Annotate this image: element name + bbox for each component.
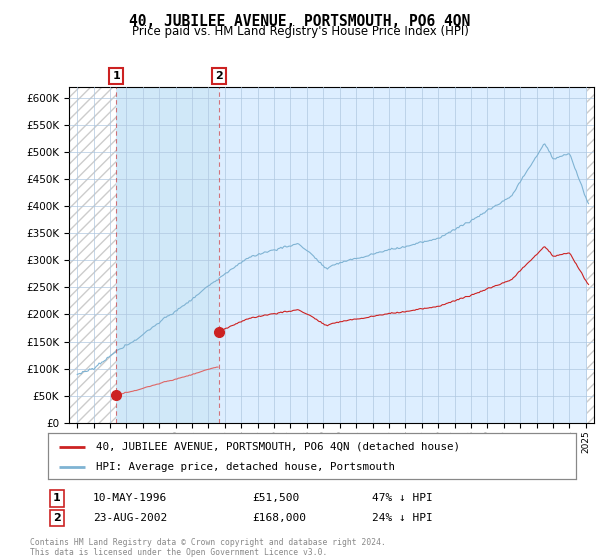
Text: 2: 2 — [53, 513, 61, 523]
Text: Price paid vs. HM Land Registry's House Price Index (HPI): Price paid vs. HM Land Registry's House … — [131, 25, 469, 38]
Text: 2: 2 — [215, 71, 223, 81]
Text: £168,000: £168,000 — [252, 513, 306, 523]
Bar — [587, 87, 594, 423]
Text: Contains HM Land Registry data © Crown copyright and database right 2024.
This d: Contains HM Land Registry data © Crown c… — [30, 538, 386, 557]
Text: 24% ↓ HPI: 24% ↓ HPI — [372, 513, 433, 523]
Text: 1: 1 — [112, 71, 120, 81]
Bar — [587, 87, 594, 423]
Text: 23-AUG-2002: 23-AUG-2002 — [93, 513, 167, 523]
Text: 10-MAY-1996: 10-MAY-1996 — [93, 493, 167, 503]
Text: 40, JUBILEE AVENUE, PORTSMOUTH, PO6 4QN: 40, JUBILEE AVENUE, PORTSMOUTH, PO6 4QN — [130, 14, 470, 29]
Text: 40, JUBILEE AVENUE, PORTSMOUTH, PO6 4QN (detached house): 40, JUBILEE AVENUE, PORTSMOUTH, PO6 4QN … — [95, 442, 460, 452]
Bar — [116, 87, 219, 423]
Text: 1: 1 — [53, 493, 61, 503]
Bar — [69, 87, 116, 423]
Text: 47% ↓ HPI: 47% ↓ HPI — [372, 493, 433, 503]
Text: £51,500: £51,500 — [252, 493, 299, 503]
Text: HPI: Average price, detached house, Portsmouth: HPI: Average price, detached house, Port… — [95, 463, 395, 472]
Bar — [69, 87, 116, 423]
